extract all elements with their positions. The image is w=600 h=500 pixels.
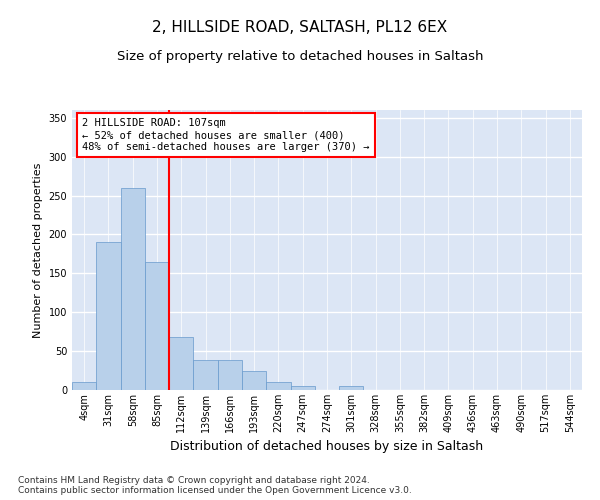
Bar [242, 370, 266, 390]
Bar [266, 382, 290, 390]
Bar [339, 386, 364, 390]
Bar [96, 242, 121, 390]
Text: 2 HILLSIDE ROAD: 107sqm
← 52% of detached houses are smaller (400)
48% of semi-d: 2 HILLSIDE ROAD: 107sqm ← 52% of detache… [82, 118, 370, 152]
Text: Contains HM Land Registry data © Crown copyright and database right 2024.
Contai: Contains HM Land Registry data © Crown c… [18, 476, 412, 495]
Bar [145, 262, 169, 390]
Text: 2, HILLSIDE ROAD, SALTASH, PL12 6EX: 2, HILLSIDE ROAD, SALTASH, PL12 6EX [152, 20, 448, 35]
Text: Size of property relative to detached houses in Saltash: Size of property relative to detached ho… [117, 50, 483, 63]
Y-axis label: Number of detached properties: Number of detached properties [33, 162, 43, 338]
Bar [72, 382, 96, 390]
Bar [218, 360, 242, 390]
X-axis label: Distribution of detached houses by size in Saltash: Distribution of detached houses by size … [170, 440, 484, 454]
Bar [121, 188, 145, 390]
Bar [193, 360, 218, 390]
Bar [290, 386, 315, 390]
Bar [169, 337, 193, 390]
